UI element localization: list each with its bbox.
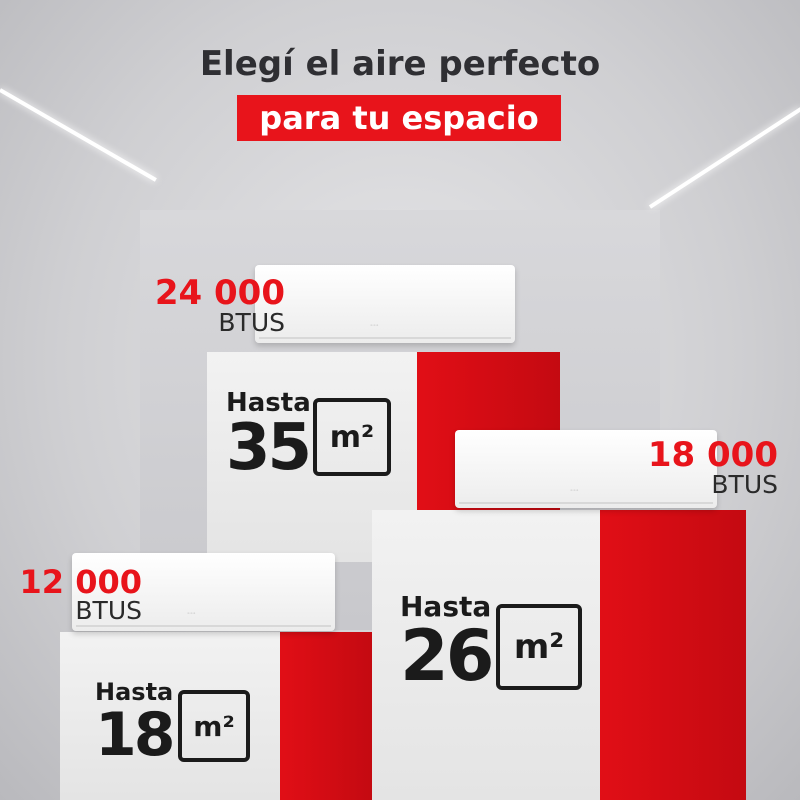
light-strip <box>0 88 157 182</box>
ac-unit-18000: ◦◦◦ <box>455 430 717 508</box>
area-unit-box: m² <box>313 398 391 476</box>
area-unit-box: m² <box>496 604 582 690</box>
pedestal-18000 <box>372 510 746 800</box>
headline-line2-banner: para tu espacio <box>237 95 561 141</box>
area-label-35: Hasta 35 <box>226 388 312 485</box>
btu-label-24000: 24 000 BTUS <box>154 273 285 337</box>
headline-line1: Elegí el aire perfecto <box>199 44 601 84</box>
area-label-26: Hasta 26 <box>400 590 494 697</box>
area-unit-box: m² <box>178 690 250 762</box>
area-label-18: Hasta 18 <box>95 678 175 770</box>
btu-label-18000: 18 000 BTUS <box>647 435 778 499</box>
ac-unit-12000: ◦◦◦ <box>72 553 335 631</box>
ac-unit-24000: ◦◦◦ <box>255 265 515 343</box>
light-strip <box>648 107 800 209</box>
btu-label-12000: 12 000 BTUS <box>19 563 142 625</box>
pedestal-12000 <box>60 632 372 800</box>
